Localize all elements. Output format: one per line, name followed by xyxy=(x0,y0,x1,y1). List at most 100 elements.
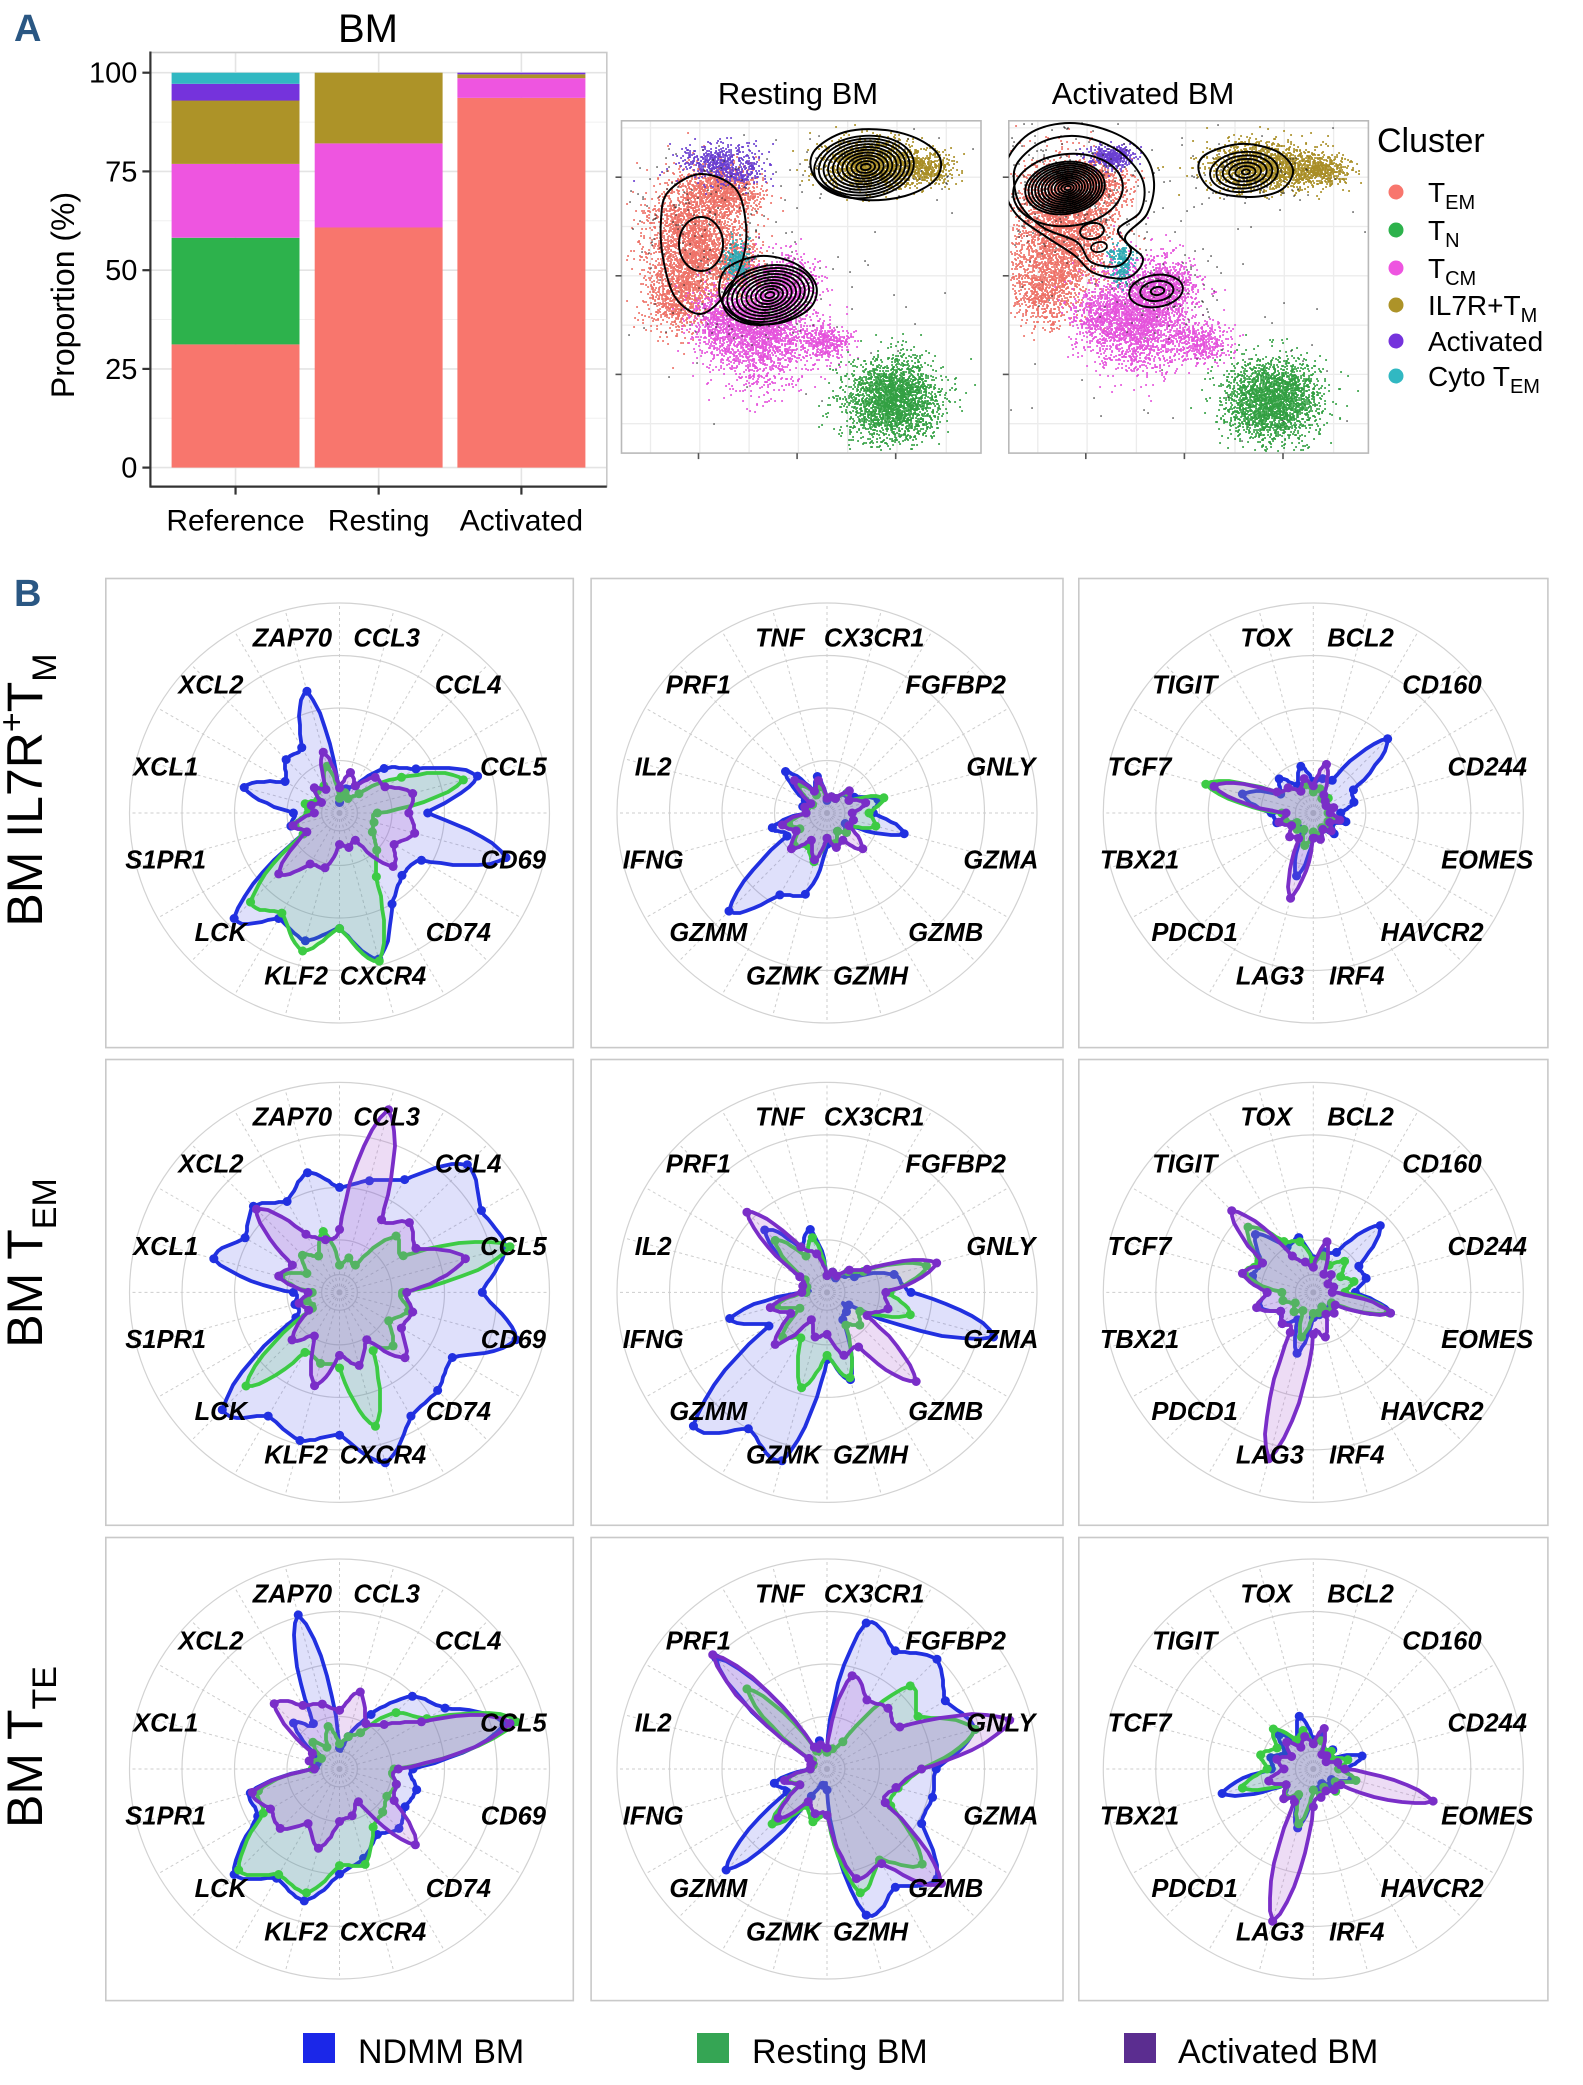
svg-text:LCK: LCK xyxy=(195,1398,249,1426)
svg-text:S1PR1: S1PR1 xyxy=(125,1326,206,1354)
svg-text:LCK: LCK xyxy=(195,1875,249,1903)
svg-text:IFNG: IFNG xyxy=(623,847,684,875)
svg-text:B: B xyxy=(14,573,41,615)
svg-text:IRF4: IRF4 xyxy=(1329,962,1384,990)
svg-text:IRF4: IRF4 xyxy=(1329,1918,1384,1946)
svg-text:Activated: Activated xyxy=(460,505,583,538)
svg-text:HAVCR2: HAVCR2 xyxy=(1381,919,1484,947)
svg-text:IL2: IL2 xyxy=(635,754,672,782)
svg-text:BCL2: BCL2 xyxy=(1327,1104,1394,1132)
svg-text:EOMES: EOMES xyxy=(1441,847,1533,875)
svg-text:CCL4: CCL4 xyxy=(435,671,502,699)
svg-text:GNLY: GNLY xyxy=(966,754,1037,782)
svg-text:KLF2: KLF2 xyxy=(264,1442,328,1470)
svg-text:TOX: TOX xyxy=(1240,1104,1294,1132)
svg-text:CXCR4: CXCR4 xyxy=(340,1442,426,1470)
svg-text:CCL5: CCL5 xyxy=(480,1710,547,1738)
svg-text:Resting BM: Resting BM xyxy=(718,76,878,111)
svg-text:CX3CR1: CX3CR1 xyxy=(824,1580,925,1608)
svg-text:TOX: TOX xyxy=(1240,1580,1294,1608)
svg-text:Cluster: Cluster xyxy=(1377,122,1485,160)
svg-text:GZMK: GZMK xyxy=(746,1918,823,1946)
svg-text:GZMA: GZMA xyxy=(963,1326,1038,1354)
svg-text:CD160: CD160 xyxy=(1402,1151,1481,1179)
svg-text:CCL5: CCL5 xyxy=(480,754,547,782)
svg-text:NDMM BM: NDMM BM xyxy=(358,2033,524,2071)
svg-text:PDCD1: PDCD1 xyxy=(1151,919,1237,947)
svg-text:S1PR1: S1PR1 xyxy=(125,1803,206,1831)
svg-text:LAG3: LAG3 xyxy=(1236,1918,1304,1946)
svg-text:CD244: CD244 xyxy=(1448,1710,1527,1738)
svg-text:CD244: CD244 xyxy=(1448,754,1527,782)
svg-text:Activated: Activated xyxy=(1428,326,1543,357)
svg-text:IFNG: IFNG xyxy=(623,1803,684,1831)
svg-text:FGFBP2: FGFBP2 xyxy=(905,1151,1006,1179)
svg-text:EOMES: EOMES xyxy=(1441,1326,1533,1354)
svg-text:GNLY: GNLY xyxy=(966,1710,1037,1738)
svg-text:HAVCR2: HAVCR2 xyxy=(1381,1875,1484,1903)
svg-text:25: 25 xyxy=(105,354,137,386)
svg-text:GZMK: GZMK xyxy=(746,1442,823,1470)
svg-text:CCL5: CCL5 xyxy=(480,1233,547,1261)
svg-text:IL7R+TM: IL7R+TM xyxy=(1428,290,1537,327)
svg-text:A: A xyxy=(14,8,41,50)
svg-text:PRF1: PRF1 xyxy=(666,1151,731,1179)
svg-text:KLF2: KLF2 xyxy=(264,1918,328,1946)
svg-text:CD160: CD160 xyxy=(1402,671,1481,699)
svg-text:GZMB: GZMB xyxy=(908,919,983,947)
svg-text:75: 75 xyxy=(105,156,137,188)
svg-text:GNLY: GNLY xyxy=(966,1233,1037,1261)
svg-text:IL2: IL2 xyxy=(635,1710,672,1738)
svg-text:CXCR4: CXCR4 xyxy=(340,1918,426,1946)
svg-text:TBX21: TBX21 xyxy=(1100,1803,1179,1831)
svg-text:TOX: TOX xyxy=(1240,624,1294,652)
svg-text:IFNG: IFNG xyxy=(623,1326,684,1354)
svg-text:TNF: TNF xyxy=(755,1580,806,1608)
svg-text:LAG3: LAG3 xyxy=(1236,962,1304,990)
svg-text:GZMM: GZMM xyxy=(669,919,748,947)
svg-text:XCL1: XCL1 xyxy=(131,754,198,782)
svg-text:CX3CR1: CX3CR1 xyxy=(824,624,925,652)
svg-text:TNF: TNF xyxy=(755,1104,806,1132)
svg-text:TNF: TNF xyxy=(755,624,806,652)
svg-text:Proportion (%): Proportion (%) xyxy=(45,192,81,398)
svg-text:GZMM: GZMM xyxy=(669,1875,748,1903)
svg-text:CCL3: CCL3 xyxy=(353,1580,420,1608)
svg-text:XCL1: XCL1 xyxy=(131,1710,198,1738)
svg-text:Activated BM: Activated BM xyxy=(1052,76,1235,111)
svg-text:Activated BM: Activated BM xyxy=(1178,2033,1378,2071)
svg-text:GZMA: GZMA xyxy=(963,1803,1038,1831)
svg-text:CD74: CD74 xyxy=(426,1398,491,1426)
svg-text:FGFBP2: FGFBP2 xyxy=(905,1627,1006,1655)
svg-text:XCL2: XCL2 xyxy=(176,671,243,699)
svg-text:CD69: CD69 xyxy=(481,1326,547,1354)
svg-text:PDCD1: PDCD1 xyxy=(1151,1398,1237,1426)
svg-text:PRF1: PRF1 xyxy=(666,1627,731,1655)
svg-text:GZMH: GZMH xyxy=(833,962,909,990)
svg-text:TCF7: TCF7 xyxy=(1108,1233,1174,1261)
svg-text:HAVCR2: HAVCR2 xyxy=(1381,1398,1484,1426)
svg-text:PRF1: PRF1 xyxy=(666,671,731,699)
svg-text:CD244: CD244 xyxy=(1448,1233,1527,1261)
svg-text:GZMH: GZMH xyxy=(833,1442,909,1470)
svg-text:CCL4: CCL4 xyxy=(435,1627,502,1655)
svg-text:TBX21: TBX21 xyxy=(1100,1326,1179,1354)
svg-text:CD74: CD74 xyxy=(426,1875,491,1903)
svg-text:LAG3: LAG3 xyxy=(1236,1442,1304,1470)
svg-text:Resting BM: Resting BM xyxy=(752,2033,928,2071)
svg-text:ZAP70: ZAP70 xyxy=(252,1104,332,1132)
svg-text:ZAP70: ZAP70 xyxy=(252,624,332,652)
svg-text:TCF7: TCF7 xyxy=(1108,754,1174,782)
svg-text:GZMH: GZMH xyxy=(833,1918,909,1946)
svg-text:TCF7: TCF7 xyxy=(1108,1710,1174,1738)
svg-text:CD160: CD160 xyxy=(1402,1627,1481,1655)
svg-text:IL2: IL2 xyxy=(635,1233,672,1261)
svg-text:TIGIT: TIGIT xyxy=(1152,1151,1220,1179)
svg-text:BCL2: BCL2 xyxy=(1327,1580,1394,1608)
svg-text:0: 0 xyxy=(121,453,137,485)
svg-text:TBX21: TBX21 xyxy=(1100,847,1179,875)
svg-text:100: 100 xyxy=(89,58,137,90)
svg-text:BM: BM xyxy=(338,7,398,51)
svg-text:GZMA: GZMA xyxy=(963,847,1038,875)
svg-text:ZAP70: ZAP70 xyxy=(252,1580,332,1608)
